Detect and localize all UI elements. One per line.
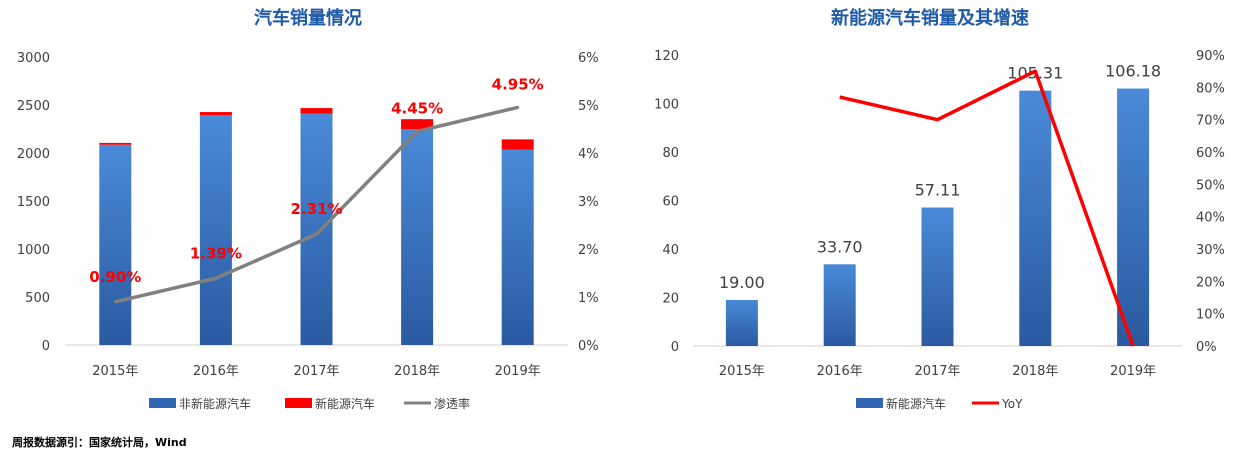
y-right-tick-label: 30% (1196, 243, 1225, 258)
bar-nev (99, 142, 132, 145)
y-left-tick-label: 80 (662, 146, 679, 161)
y-right-tick-label: 3% (578, 195, 599, 210)
bar-nev-sales (1117, 88, 1150, 347)
x-tick-label: 2019年 (1110, 364, 1156, 379)
y-right-tick-label: 60% (1196, 146, 1225, 161)
bar-non-nev (401, 129, 434, 345)
y-left-tick-label: 100 (654, 98, 679, 113)
bar-nev (199, 112, 232, 116)
chart-title: 新能源汽车销量及其增速 (831, 7, 1029, 29)
y-right-tick-label: 40% (1196, 211, 1225, 226)
data-label-penetration-rate: 4.95% (492, 75, 544, 93)
legend-label-nev: 新能源汽车 (315, 396, 375, 411)
y-right-tick-label: 70% (1196, 114, 1225, 129)
x-tick-label: 2016年 (193, 364, 239, 379)
chart-nev-sales-growth: 新能源汽车销量及其增速 0 20 40 60 80 100 120 0% 10% 20% 30% 40%… (654, 7, 1225, 411)
point-penetration-rate (113, 300, 117, 304)
x-tick-label: 2015年 (719, 364, 765, 379)
legend-label-penetration-rate: 渗透率 (434, 396, 470, 411)
bar-nev-sales (1019, 90, 1052, 346)
data-label-nev-sales: 57.11 (915, 181, 961, 200)
data-label-penetration-rate: 1.39% (190, 244, 242, 262)
y-left-tick-label: 20 (662, 292, 679, 307)
y-left-tick-label: 40 (662, 243, 679, 258)
point-penetration-rate (315, 232, 318, 236)
y-left-tick-label: 120 (654, 49, 679, 64)
x-tick-label: 2017年 (293, 364, 339, 379)
y-right-tick-label: 4% (578, 147, 599, 162)
chart-title: 汽车销量情况 (254, 7, 362, 29)
y-right-tick-label: 2% (578, 243, 599, 258)
point-penetration-rate (415, 129, 419, 133)
y-left-tick-label: 1500 (17, 195, 50, 210)
bar-nev-sales (725, 299, 758, 346)
legend-swatch-nev-sales (856, 398, 883, 408)
x-tick-label: 2019年 (495, 364, 541, 379)
bar-nev (501, 139, 534, 150)
data-label-penetration-rate: 4.45% (391, 99, 443, 117)
y-right-tick-label: 90% (1196, 49, 1225, 64)
x-tick-label: 2016年 (817, 364, 863, 379)
y-left-tick-label: 2500 (17, 99, 50, 114)
y-right-tick-label: 1% (578, 291, 599, 306)
data-label-nev-sales: 19.00 (719, 273, 765, 292)
y-left-tick-label: 60 (662, 195, 679, 210)
legend-label-nev-sales: 新能源汽车 (886, 396, 946, 411)
x-tick-label: 2017年 (914, 364, 960, 379)
y-right-tick-label: 0% (578, 339, 599, 354)
data-label-nev-sales: 106.18 (1105, 62, 1161, 81)
y-left-tick-label: 3000 (17, 51, 50, 66)
point-penetration-rate (214, 276, 218, 280)
y-right-tick-label: 50% (1196, 178, 1225, 193)
chart-vehicle-sales: 汽车销量情况 0 500 1000 1500 2000 2500 3000 0% 1% 2% 3% 4%… (17, 7, 599, 411)
y-right-tick-label: 10% (1196, 308, 1225, 323)
y-right-tick-label: 0% (1196, 340, 1217, 355)
legend-label-yoy: YoY (1001, 397, 1023, 411)
y-right-tick-label: 80% (1196, 81, 1225, 96)
bar-nev (300, 108, 333, 114)
bar-non-nev (199, 115, 232, 345)
data-label-nev-sales: 33.70 (817, 237, 863, 256)
bar-non-nev (300, 113, 333, 345)
bar-non-nev (99, 144, 132, 345)
y-left-tick-label: 0 (42, 339, 50, 354)
y-right-tick-label: 5% (578, 99, 599, 114)
bar-nev-sales (823, 264, 856, 346)
bar-nev-sales (921, 207, 954, 346)
data-label-penetration-rate: 0.90% (89, 268, 141, 286)
legend-swatch-non-nev (149, 398, 176, 408)
x-tick-label: 2015年 (92, 364, 138, 379)
legend-label-non-nev: 非新能源汽车 (179, 396, 251, 411)
y-right-tick-label: 20% (1196, 275, 1225, 290)
x-tick-label: 2018年 (1012, 364, 1058, 379)
source-note: 周报数据源引：国家统计局，Wind (12, 436, 187, 449)
x-tick-label: 2018年 (394, 364, 440, 379)
y-left-tick-label: 500 (25, 291, 50, 306)
bar-non-nev (501, 149, 534, 345)
bar-nev (401, 119, 434, 130)
point-penetration-rate (516, 105, 520, 109)
y-left-tick-label: 2000 (17, 147, 50, 162)
y-right-tick-label: 6% (578, 51, 599, 66)
line-yoy (839, 69, 1135, 347)
legend-swatch-nev (285, 398, 312, 408)
data-label-penetration-rate: 2.31% (290, 200, 342, 218)
y-left-tick-label: 1000 (17, 243, 50, 258)
y-left-tick-label: 0 (671, 340, 679, 355)
